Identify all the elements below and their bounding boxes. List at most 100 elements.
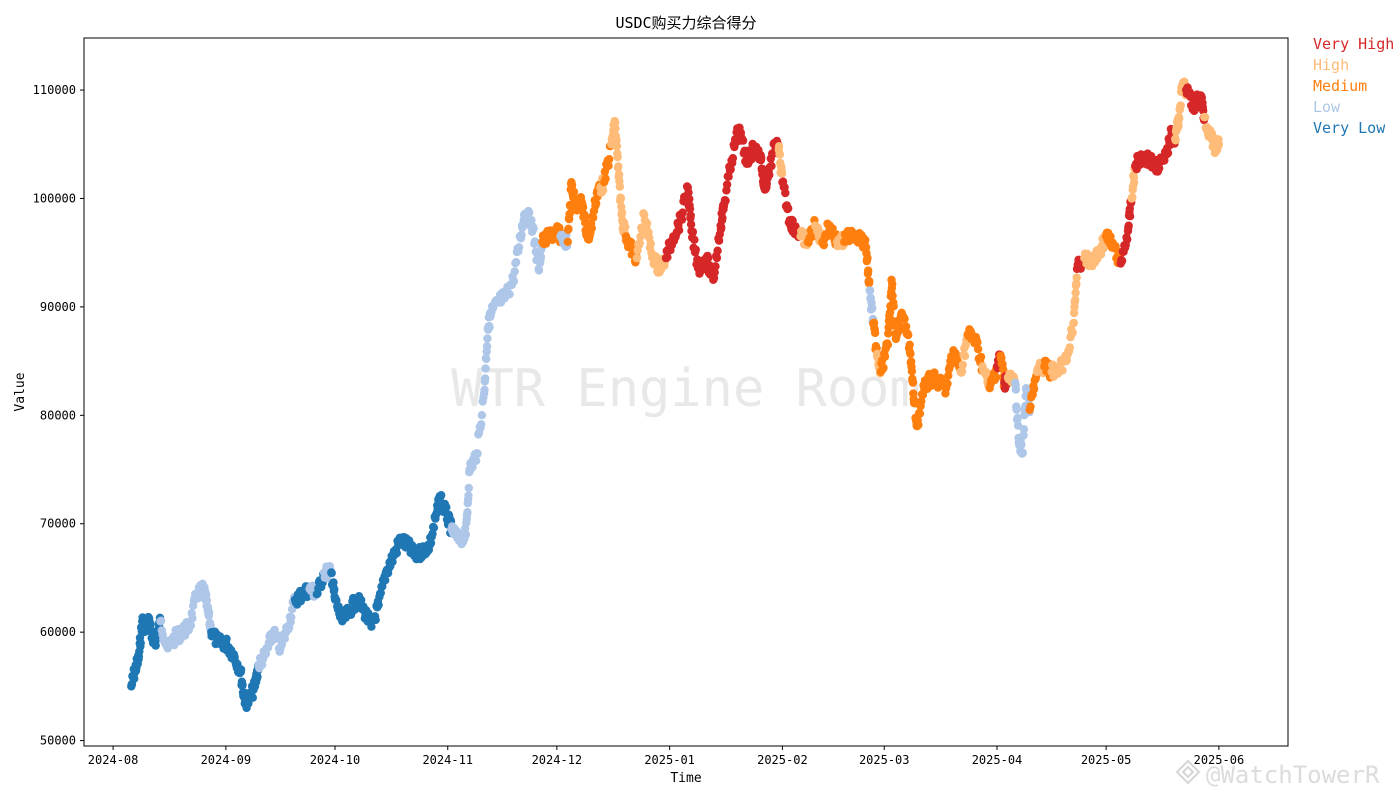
data-point [567, 181, 577, 190]
data-point [632, 253, 642, 263]
data-point [960, 351, 970, 361]
data-point [505, 290, 514, 299]
legend-entry: Low [1313, 98, 1341, 116]
data-point [565, 209, 574, 219]
data-point [1068, 328, 1077, 337]
data-point [691, 245, 700, 254]
data-point [767, 161, 776, 171]
x-tick-label: 2025-01 [644, 753, 695, 767]
data-point [999, 365, 1008, 374]
data-point [206, 621, 215, 630]
y-tick-label: 50000 [40, 734, 76, 748]
data-point [617, 208, 627, 217]
data-point [774, 142, 784, 151]
x-tick-label: 2024-12 [532, 753, 583, 767]
data-point [529, 224, 538, 233]
data-point [904, 330, 913, 340]
data-point [463, 508, 472, 517]
data-point [914, 420, 923, 430]
data-point [865, 286, 875, 295]
data-point [202, 596, 212, 605]
data-point [587, 224, 596, 233]
data-point [511, 258, 521, 267]
data-point [889, 302, 898, 311]
data-point [704, 253, 713, 263]
data-point [611, 124, 620, 133]
data-point [688, 227, 698, 237]
data-point [1163, 148, 1173, 158]
data-point [188, 614, 197, 623]
data-point [204, 608, 214, 617]
data-point [429, 523, 439, 532]
data-point [442, 503, 451, 512]
data-point [461, 530, 471, 539]
data-point [392, 549, 401, 558]
data-point [678, 208, 687, 217]
scatter-points [127, 77, 1224, 713]
data-point [677, 215, 687, 224]
data-point [614, 170, 624, 179]
data-point [880, 352, 890, 361]
logo-icon [1175, 759, 1201, 785]
data-point [711, 262, 720, 271]
data-point [477, 411, 487, 420]
chart-title: USDC购买力综合得分 [615, 14, 756, 32]
data-point [784, 204, 793, 213]
data-point [287, 613, 296, 622]
data-point [151, 641, 160, 650]
data-point [530, 237, 540, 246]
data-point [901, 322, 911, 331]
data-point [525, 208, 534, 218]
x-tick-label: 2025-04 [972, 753, 1023, 767]
data-point [464, 491, 473, 500]
x-axis-ticks: 2024-08 2024-09 2024-10 2024-11 2024-12 2025-… [88, 746, 1244, 767]
y-axis-ticks: 50000 60000 70000 80000 90000 100000 110000 [33, 83, 84, 748]
data-point [721, 196, 730, 205]
data-point [136, 638, 145, 648]
x-tick-label: 2025-06 [1194, 753, 1245, 767]
data-point [1155, 164, 1164, 173]
data-point [509, 277, 519, 286]
data-point [480, 385, 489, 395]
data-point [1123, 235, 1132, 244]
data-point [146, 619, 155, 629]
data-point [973, 338, 982, 347]
data-point [238, 680, 247, 689]
data-point [621, 222, 630, 232]
data-point [861, 235, 870, 245]
data-point [865, 277, 874, 286]
data-point [485, 323, 494, 332]
data-point [636, 232, 645, 241]
data-point [686, 211, 695, 220]
x-tick-label: 2024-10 [310, 753, 361, 767]
y-tick-label: 90000 [40, 300, 76, 314]
data-point [534, 266, 544, 275]
data-point [1125, 212, 1135, 221]
data-point [1013, 413, 1022, 423]
data-point [777, 169, 787, 178]
data-point [635, 238, 644, 248]
data-point [868, 304, 877, 313]
data-point [905, 340, 914, 349]
data-point [957, 367, 967, 376]
data-point [722, 180, 732, 189]
data-point [244, 699, 253, 708]
data-point [958, 360, 967, 369]
y-tick-label: 110000 [33, 83, 76, 97]
data-point [976, 352, 986, 362]
y-tick-label: 80000 [40, 408, 76, 422]
data-point [1199, 106, 1208, 115]
data-point [1175, 114, 1184, 123]
data-point [900, 314, 909, 324]
data-point [610, 118, 620, 127]
data-point [943, 379, 952, 388]
data-point [477, 420, 486, 429]
data-point [357, 595, 366, 605]
data-point [888, 291, 897, 300]
legend-entry: Medium [1313, 77, 1367, 95]
data-point [514, 243, 524, 252]
data-point [1071, 288, 1080, 297]
data-point [334, 602, 343, 611]
